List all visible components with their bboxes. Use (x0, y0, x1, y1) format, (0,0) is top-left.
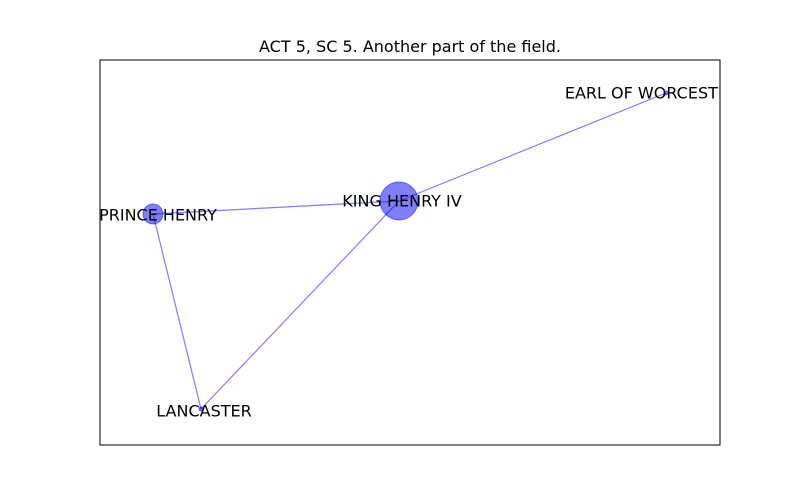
node-label-king: KING HENRY IV (342, 192, 461, 211)
figure-title: ACT 5, SC 5. Another part of the field. (259, 37, 561, 56)
edge-king-lancaster (200, 200, 400, 410)
node-label-lancaster: LANCASTER (156, 402, 251, 421)
node-worcester (663, 90, 669, 96)
edge-layer (152, 92, 667, 410)
label-layer: KING HENRY IV PRINCE HENRY LANCASTER EARL O… (99, 84, 739, 421)
node-prince (142, 203, 164, 225)
edge-prince-lancaster (152, 213, 202, 410)
node-layer (142, 90, 669, 412)
node-king (379, 181, 419, 221)
edge-king-prince (152, 200, 400, 215)
edge-king-worcester (398, 92, 667, 202)
plot-frame (99, 59, 721, 446)
node-label-worcester: EARL OF WORCESTER (565, 84, 739, 103)
node-label-prince: PRINCE HENRY (99, 206, 217, 225)
node-lancaster (198, 406, 204, 412)
plot-area: KING HENRY IV PRINCE HENRY LANCASTER EARL O… (99, 84, 739, 421)
